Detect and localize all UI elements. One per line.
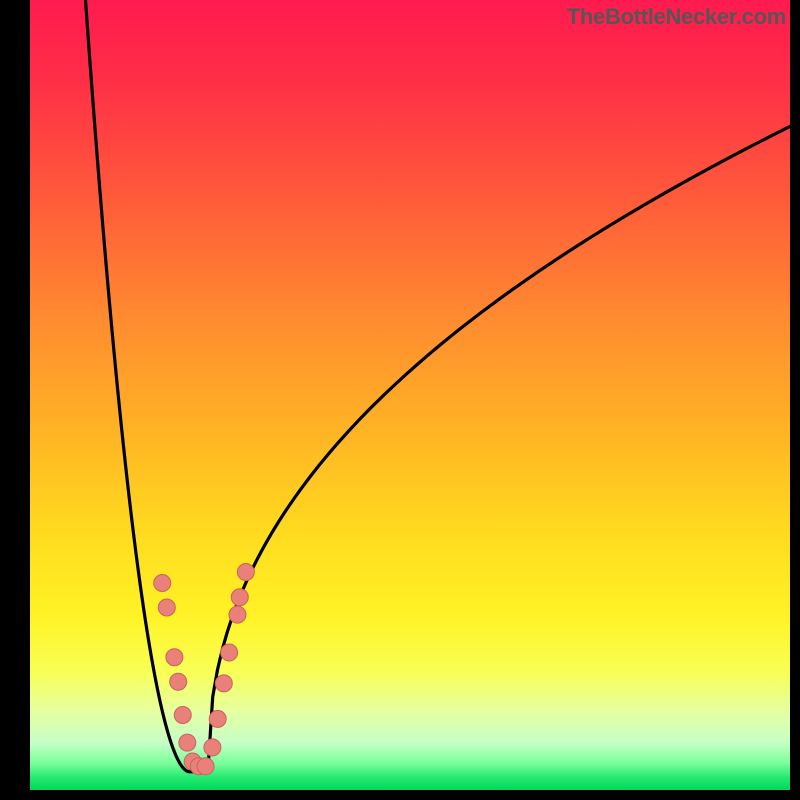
frame-left [0,0,30,800]
data-marker [204,739,221,756]
plot-background [30,0,790,790]
data-marker [166,649,183,666]
data-marker [215,675,232,692]
data-marker [209,710,226,727]
frame-bottom [0,790,800,800]
data-marker [229,606,246,623]
data-marker [179,734,196,751]
data-marker [237,563,254,580]
data-marker [174,706,191,723]
frame-right [790,0,800,800]
data-marker [154,575,171,592]
watermark-text: TheBottleNecker.com [567,4,786,30]
data-marker [221,644,238,661]
plot-svg [30,0,790,790]
data-marker [170,673,187,690]
data-marker [231,589,248,606]
data-marker [197,758,214,775]
data-marker [158,599,175,616]
chart-container: TheBottleNecker.com [0,0,800,800]
plot-area [30,0,790,790]
